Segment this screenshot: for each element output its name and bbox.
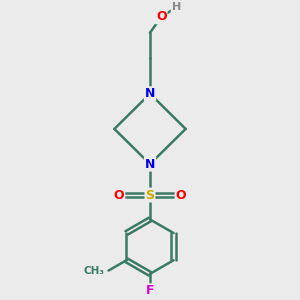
Text: N: N — [145, 158, 155, 171]
Text: H: H — [172, 2, 181, 12]
Text: CH₃: CH₃ — [84, 266, 105, 276]
Text: N: N — [145, 87, 155, 100]
Text: S: S — [146, 188, 154, 202]
Text: O: O — [156, 10, 166, 23]
Text: O: O — [114, 188, 124, 202]
Text: O: O — [176, 188, 186, 202]
Text: F: F — [146, 284, 154, 297]
